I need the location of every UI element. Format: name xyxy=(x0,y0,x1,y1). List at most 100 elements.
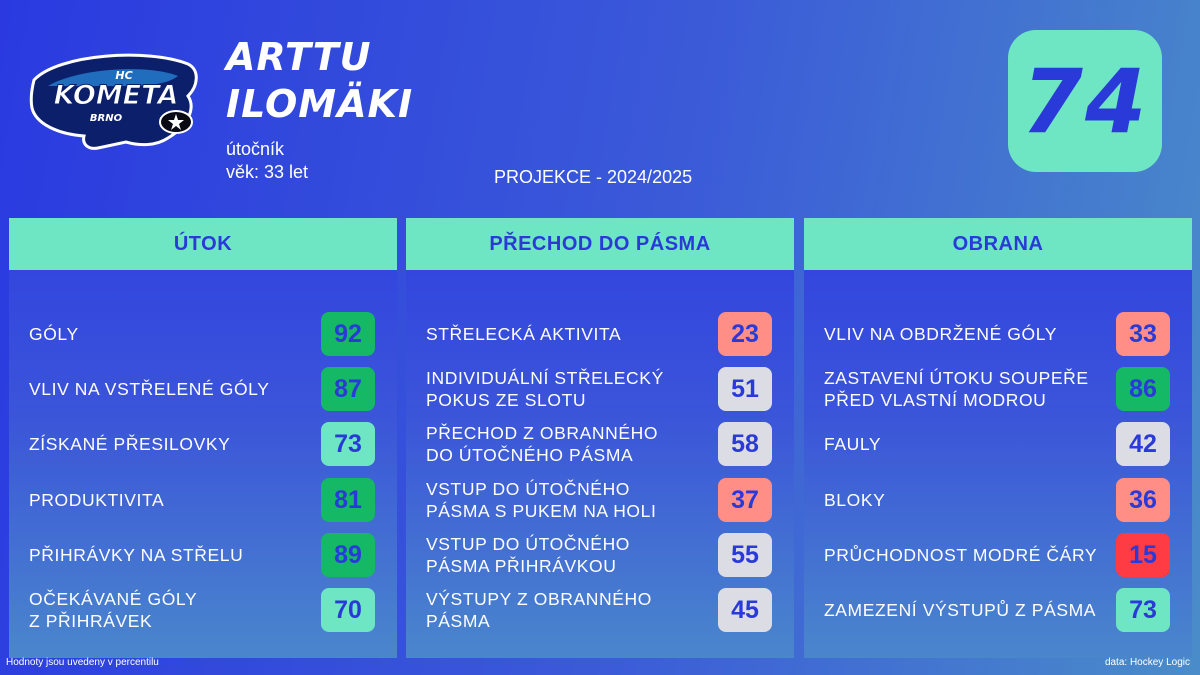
panel-header: PŘECHOD DO PÁSMA xyxy=(406,218,794,270)
percentile-badge: 55 xyxy=(718,533,772,577)
percentile-badge: 87 xyxy=(321,367,375,411)
data-source: data: Hockey Logic xyxy=(1104,657,1190,668)
stat-panel: ÚTOK GÓLY 92 VLIV NA VSTŘELENÉ GÓLY 87 ZÍSKAN… xyxy=(9,218,397,658)
stat-row: INDIVIDUÁLNÍ STŘELECKÝ POKUS ZE SLOTU 51 xyxy=(406,367,794,411)
stat-label: VLIV NA OBDRŽENÉ GÓLY xyxy=(824,323,1057,345)
stat-label-line: VLIV NA OBDRŽENÉ GÓLY xyxy=(824,324,1058,344)
stat-row: ZASTAVENÍ ÚTOKU SOUPEŘE PŘED VLASTNÍ MODR… xyxy=(804,367,1192,411)
percentile-badge: 86 xyxy=(1116,367,1170,411)
stat-label-line: VÝSTUPY Z OBRANNÉHO xyxy=(426,589,652,609)
panel-title: PŘECHOD DO PÁSMA xyxy=(489,232,711,255)
stat-label-line: BLOKY xyxy=(824,490,886,510)
percentile-badge: 92 xyxy=(321,312,375,356)
player-meta: útočník věk: 33 let xyxy=(226,138,308,184)
stat-label-line: VSTUP DO ÚTOČNÉHO xyxy=(426,479,631,499)
stat-row: VÝSTUPY Z OBRANNÉHO PÁSMA 45 xyxy=(406,588,794,632)
stat-label-line: PŘED VLASTNÍ MODROU xyxy=(824,390,1047,410)
stat-label-line: PRŮCHODNOST MODRÉ ČÁRY xyxy=(824,545,1098,565)
stat-row: OČEKÁVANÉ GÓLY Z PŘIHRÁVEK 70 xyxy=(9,588,397,632)
stat-row: BLOKY 36 xyxy=(804,478,1192,522)
stat-label-line: ZASTAVENÍ ÚTOKU SOUPEŘE xyxy=(824,368,1089,388)
stat-row: ZÍSKANÉ PŘESILOVKY 73 xyxy=(9,422,397,466)
stat-label-line: PÁSMA PŘIHRÁVKOU xyxy=(426,556,617,576)
stat-row: VSTUP DO ÚTOČNÉHO PÁSMA S PUKEM NA HOLI 37 xyxy=(406,478,794,522)
percentile-badge: 51 xyxy=(718,367,772,411)
stat-label: VSTUP DO ÚTOČNÉHO PÁSMA PŘIHRÁVKOU xyxy=(426,533,630,577)
player-first-name: ARTTU xyxy=(226,35,372,79)
stat-label-line: FAULY xyxy=(824,434,882,454)
stat-label: PŘECHOD Z OBRANNÉHO DO ÚTOČNÉHO PÁSMA xyxy=(426,422,658,466)
stat-row: VLIV NA OBDRŽENÉ GÓLY 33 xyxy=(804,312,1192,356)
percentile-badge: 70 xyxy=(321,588,375,632)
stat-label: ZAMEZENÍ VÝSTUPŮ Z PÁSMA xyxy=(824,599,1096,621)
stat-label-line: INDIVIDUÁLNÍ STŘELECKÝ xyxy=(426,368,664,388)
stat-label-line: PÁSMA xyxy=(426,611,491,631)
stat-row: GÓLY 92 xyxy=(9,312,397,356)
percentile-badge: 73 xyxy=(1116,588,1170,632)
logo-hc-text: HC xyxy=(115,69,132,82)
stat-label: VLIV NA VSTŘELENÉ GÓLY xyxy=(29,378,269,400)
panel-title: ÚTOK xyxy=(173,232,233,255)
stat-label-line: OČEKÁVANÉ GÓLY xyxy=(29,589,198,609)
stat-label: PRŮCHODNOST MODRÉ ČÁRY xyxy=(824,544,1097,566)
hc-kometa-brno-logo: HC KOMETA BRNO xyxy=(28,46,200,152)
stat-label-line: PŘIHRÁVKY NA STŘELU xyxy=(29,545,244,565)
stat-label: ZÍSKANÉ PŘESILOVKY xyxy=(29,433,230,455)
stat-row: ZAMEZENÍ VÝSTUPŮ Z PÁSMA 73 xyxy=(804,588,1192,632)
stat-row: PŘECHOD Z OBRANNÉHO DO ÚTOČNÉHO PÁSMA 58 xyxy=(406,422,794,466)
player-last-name: ILOMÄKI xyxy=(226,82,414,126)
stat-row: PRODUKTIVITA 81 xyxy=(9,478,397,522)
logo-brno-text: BRNO xyxy=(90,113,123,124)
percentile-badge: 58 xyxy=(718,422,772,466)
percentile-badge: 33 xyxy=(1116,312,1170,356)
stat-label: VSTUP DO ÚTOČNÉHO PÁSMA S PUKEM NA HOLI xyxy=(426,478,656,522)
stat-label: VÝSTUPY Z OBRANNÉHO PÁSMA xyxy=(426,588,652,632)
stat-label-line: ZÍSKANÉ PŘESILOVKY xyxy=(29,434,231,454)
player-name: ARTTU ILOMÄKI xyxy=(226,34,413,128)
stat-label: PŘIHRÁVKY NA STŘELU xyxy=(29,544,243,566)
overall-rating-badge: 74 xyxy=(1008,30,1162,172)
player-header: HC KOMETA BRNO ARTTU ILOMÄKI útočník věk… xyxy=(0,0,1200,205)
stat-label-line: PRODUKTIVITA xyxy=(29,490,165,510)
overall-rating-value: 74 xyxy=(1021,49,1149,153)
stat-label-line: VSTUP DO ÚTOČNÉHO xyxy=(426,534,631,554)
stat-label-line: DO ÚTOČNÉHO PÁSMA xyxy=(426,445,634,465)
percentile-badge: 45 xyxy=(718,588,772,632)
percentile-note: Hodnoty jsou uvedeny v percentilu xyxy=(6,657,159,668)
stat-row: VSTUP DO ÚTOČNÉHO PÁSMA PŘIHRÁVKOU 55 xyxy=(406,533,794,577)
stat-label: STŘELECKÁ AKTIVITA xyxy=(426,323,621,345)
stat-label-line: STŘELECKÁ AKTIVITA xyxy=(426,324,622,344)
logo-kometa-text: KOMETA xyxy=(54,80,179,111)
projection-label: PROJEKCE - 2024/2025 xyxy=(494,167,693,187)
percentile-badge: 89 xyxy=(321,533,375,577)
stat-row: PRŮCHODNOST MODRÉ ČÁRY 15 xyxy=(804,533,1192,577)
stat-row: VLIV NA VSTŘELENÉ GÓLY 87 xyxy=(9,367,397,411)
stat-label-line: PÁSMA S PUKEM NA HOLI xyxy=(426,501,657,521)
panel-header: OBRANA xyxy=(804,218,1192,270)
percentile-badge: 81 xyxy=(321,478,375,522)
stat-label: FAULY xyxy=(824,433,881,455)
stat-label-line: POKUS ZE SLOTU xyxy=(426,390,587,410)
panel-title: OBRANA xyxy=(952,232,1044,255)
percentile-badge: 73 xyxy=(321,422,375,466)
stat-row: FAULY 42 xyxy=(804,422,1192,466)
stat-label: GÓLY xyxy=(29,323,79,345)
percentile-badge: 36 xyxy=(1116,478,1170,522)
percentile-badge: 37 xyxy=(718,478,772,522)
percentile-badge: 15 xyxy=(1116,533,1170,577)
stat-panel: PŘECHOD DO PÁSMA STŘELECKÁ AKTIVITA 23 INDI… xyxy=(406,218,794,658)
percentile-badge: 23 xyxy=(718,312,772,356)
stat-label-line: VLIV NA VSTŘELENÉ GÓLY xyxy=(29,379,270,399)
stat-label: BLOKY xyxy=(824,489,885,511)
panel-header: ÚTOK xyxy=(9,218,397,270)
stat-label: INDIVIDUÁLNÍ STŘELECKÝ POKUS ZE SLOTU xyxy=(426,367,664,411)
player-position: útočník xyxy=(226,139,285,159)
stat-label-line: GÓLY xyxy=(29,324,79,344)
percentile-badge: 42 xyxy=(1116,422,1170,466)
stat-panel: OBRANA VLIV NA OBDRŽENÉ GÓLY 33 ZASTAVENÍ Ú… xyxy=(804,218,1192,658)
stat-label-line: Z PŘIHRÁVEK xyxy=(29,611,153,631)
stat-label-line: PŘECHOD Z OBRANNÉHO xyxy=(426,423,659,443)
stat-label-line: ZAMEZENÍ VÝSTUPŮ Z PÁSMA xyxy=(824,600,1097,620)
stat-label: PRODUKTIVITA xyxy=(29,489,164,511)
player-age: věk: 33 let xyxy=(226,162,309,182)
